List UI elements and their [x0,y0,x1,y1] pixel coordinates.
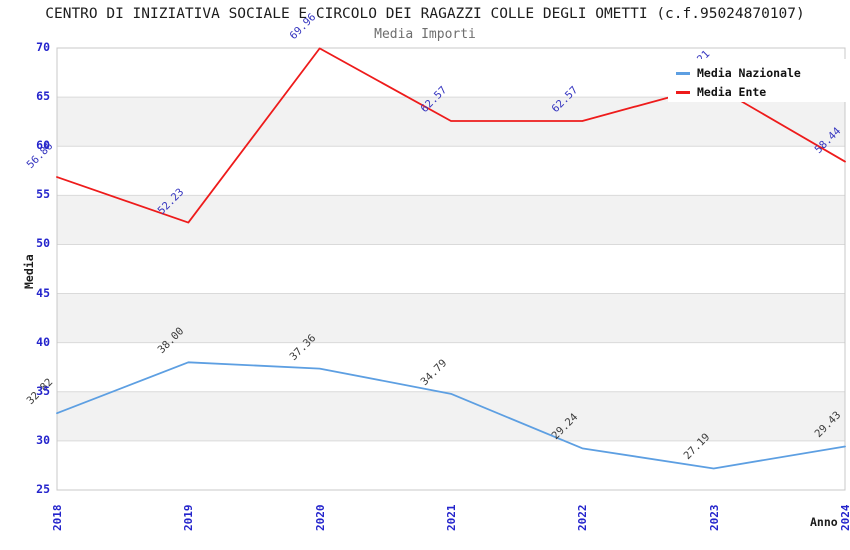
x-tick-label: 2022 [576,504,590,532]
y-tick-label: 55 [36,187,50,202]
y-tick-label: 30 [36,432,50,447]
x-tick-label: 2018 [51,504,64,532]
value-label: 52.23 [155,185,187,217]
legend-dash-icon [676,90,690,94]
x-tick-label: 2024 [839,504,850,532]
value-label: 62.57 [418,84,450,115]
x-tick-label: 2019 [182,504,196,532]
chart-title: CENTRO DI INIZIATIVA SOCIALE E CIRCOLO D… [45,6,805,22]
value-label: 62.57 [549,84,581,115]
legend-dash-icon [676,71,690,75]
value-label: 29.43 [812,409,844,441]
value-label: 29.24 [549,411,581,443]
value-label: 34.79 [418,356,450,388]
x-tick-label: 2023 [707,504,721,532]
y-tick-label: 35 [36,383,50,398]
x-axis-label: Anno [810,515,838,529]
y-tick-label: 50 [36,236,50,251]
y-tick-label: 40 [36,334,50,349]
y-tick-label: 25 [36,482,50,496]
plot-band [57,391,845,441]
legend-item-label: Media Nazionale [697,66,801,80]
y-tick-label: 60 [36,138,50,153]
value-label: 69.96 [287,11,319,43]
y-tick-label: 70 [36,40,50,54]
value-label: 58.44 [812,124,844,156]
value-label: 27.19 [681,431,713,463]
y-tick-label: 65 [36,89,50,104]
value-label: 38.00 [155,325,187,357]
plot-band [57,293,845,343]
legend-item-media-ente: Media Ente [676,83,850,101]
legend-item-label: Media Ente [697,85,767,99]
y-tick-label: 45 [36,285,50,300]
plot-border [56,47,846,491]
x-tick-label: 2020 [313,504,327,532]
legend: Media Nazionale Media Ente [668,59,850,102]
plot-band [57,195,845,245]
x-tick-label: 2021 [445,504,458,532]
series-line-media-nazionale [56,361,846,470]
legend-item-media-nazionale: Media Nazionale [676,64,850,82]
chart-subtitle: Media Importi [374,27,476,42]
value-label: 37.36 [287,331,319,363]
